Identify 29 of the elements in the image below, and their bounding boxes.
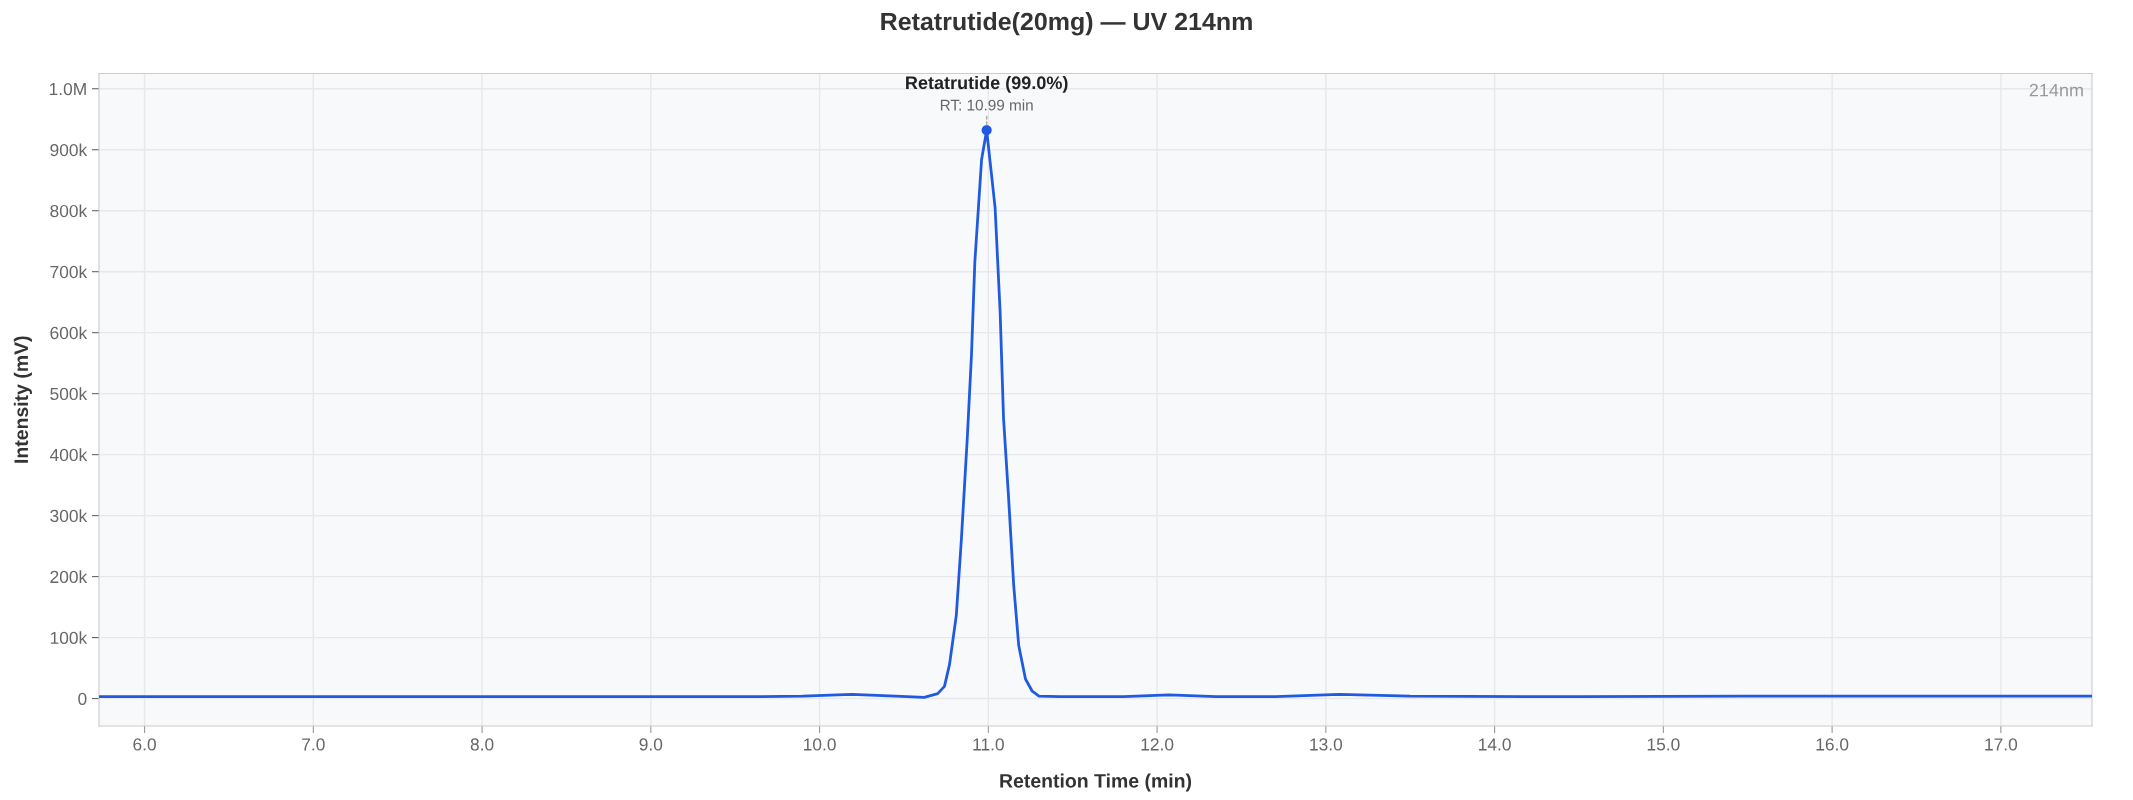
y-tick-label: 600k: [50, 326, 88, 340]
x-tick-label: 14.0: [1479, 738, 1511, 751]
x-tick-label: 15.0: [1647, 738, 1680, 751]
x-tick-label: 8.0: [470, 738, 494, 751]
chart-title: Retatrutide(20mg) — UV 214nm: [881, 12, 1252, 36]
x-axis-title: Retention Time (min): [1000, 773, 1192, 792]
y-tick-label: 900k: [50, 143, 88, 157]
x-tick-label: 13.0: [1310, 738, 1343, 751]
x-tick-label: 11.0: [973, 738, 1004, 751]
y-tick-label: 400k: [49, 448, 88, 462]
x-tick-label: 12.0: [1141, 738, 1174, 751]
x-tick-label: 7.0: [302, 738, 325, 751]
y-tick-label: 1.0M: [49, 82, 86, 96]
y-tick-label: 100k: [50, 631, 88, 645]
annotation: RT: 10.99 min: [940, 99, 1033, 111]
x-tick-label: 16.0: [1816, 738, 1849, 751]
y-axis-title: Intensity (mV): [13, 336, 32, 463]
x-tick-label: 6.0: [133, 738, 156, 751]
y-tick-label: 0: [78, 692, 87, 706]
y-tick-label: 200k: [50, 570, 88, 584]
x-tick-label: 17.0: [1985, 738, 2018, 751]
annotation: Retatrutide (99.0%): [906, 75, 1068, 93]
y-tick-label: 700k: [50, 265, 88, 279]
annotation: 214nm: [2029, 83, 2083, 97]
y-tick-label: 300k: [50, 509, 88, 523]
x-tick-label: 9.0: [639, 738, 663, 751]
x-tick-label: 10.0: [804, 738, 836, 751]
y-tick-label: 500k: [50, 387, 88, 401]
y-tick-label: 800k: [50, 204, 88, 218]
